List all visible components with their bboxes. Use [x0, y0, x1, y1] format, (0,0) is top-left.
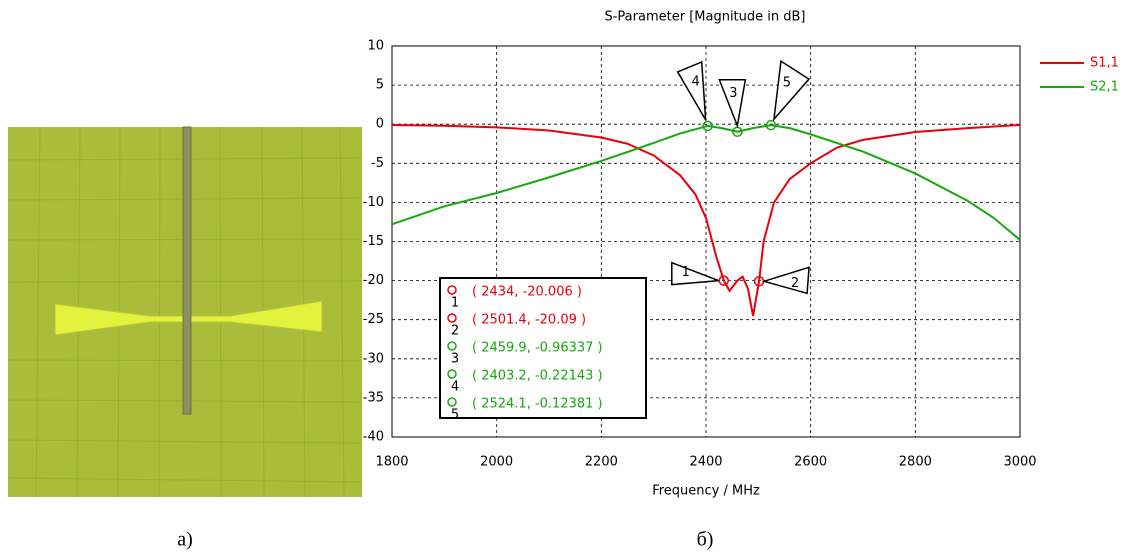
y-tick-label: -40	[363, 430, 384, 445]
legend-label: S1,1	[1090, 56, 1119, 71]
y-tick-label: -15	[363, 234, 384, 249]
y-tick-label: -25	[363, 312, 384, 327]
x-tick-label: 2800	[899, 455, 932, 470]
page: а) б) S-Parameter [Magnitude in dB] Freq…	[0, 0, 1129, 557]
caption: б)	[697, 529, 714, 551]
y-tick-label: 0	[376, 117, 384, 132]
y-tick-label: -5	[371, 156, 384, 171]
caption: а)	[177, 529, 193, 551]
marker-table-id: 4	[451, 380, 459, 395]
x-tick-label: 2400	[689, 455, 722, 470]
marker-table-label: ( 2501.4, -20.09 )	[472, 313, 586, 328]
marker-callout-label: 4	[692, 74, 700, 89]
marker-callout	[764, 267, 809, 293]
y-tick-label: 5	[376, 78, 384, 93]
y-tick-label: -20	[363, 273, 384, 288]
marker-callout	[678, 62, 706, 120]
marker-table-label: ( 2403.2, -0.22143 )	[472, 369, 603, 384]
marker-table-label: ( 2524.1, -0.12381 )	[472, 397, 603, 412]
marker-table-label: ( 2434, -20.006 )	[472, 285, 582, 300]
chart-title: S-Parameter [Magnitude in dB]	[604, 10, 805, 25]
marker-table-id: 2	[451, 324, 459, 339]
figure: а) б) S-Parameter [Magnitude in dB] Freq…	[0, 0, 1129, 557]
y-tick-label: -35	[363, 390, 384, 405]
feed-rod	[183, 127, 191, 414]
marker-callout	[672, 263, 719, 285]
legend-label: S2,1	[1090, 80, 1119, 95]
marker-callout-label: 5	[783, 76, 791, 91]
marker-callout	[774, 61, 809, 119]
x-tick-label: 2200	[585, 455, 618, 470]
x-tick-label: 2000	[480, 455, 513, 470]
marker-callout-label: 3	[729, 86, 737, 101]
marker-table-id: 5	[451, 408, 459, 423]
marker-callout-label: 1	[682, 265, 690, 280]
marker-table-id: 3	[451, 352, 459, 367]
model-view	[8, 127, 362, 497]
y-tick-label: 10	[367, 39, 384, 54]
x-tick-label: 1800	[375, 455, 408, 470]
marker-table-id: 1	[451, 296, 459, 311]
y-tick-label: -30	[363, 351, 384, 366]
x-axis-label: Frequency / MHz	[652, 484, 760, 499]
marker-callout-label: 2	[791, 276, 799, 291]
marker-table-label: ( 2459.9, -0.96337 )	[472, 341, 603, 356]
x-tick-label: 3000	[1003, 455, 1036, 470]
x-tick-label: 2600	[794, 455, 827, 470]
y-tick-label: -10	[363, 195, 384, 210]
